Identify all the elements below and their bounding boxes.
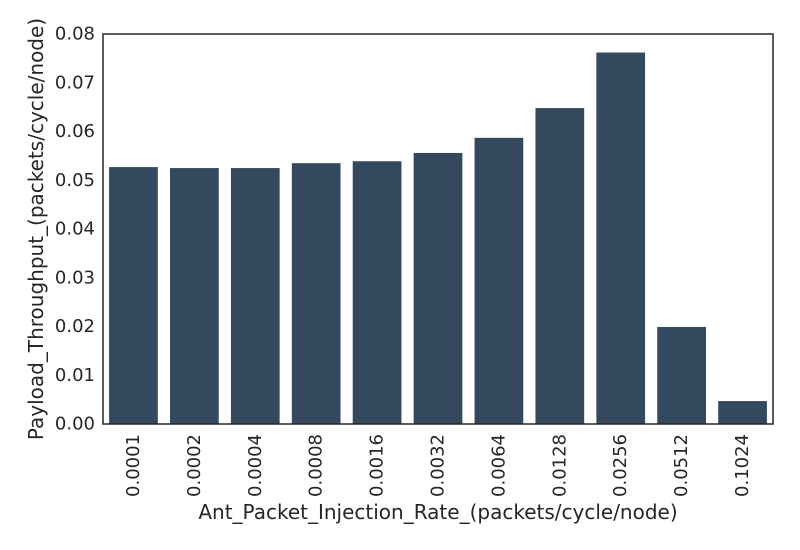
y-tick-label: 0.08 [55,24,95,45]
x-tick-label: 0.0032 [428,434,449,497]
bar-0.0032 [413,152,463,424]
y-tick-label: 0.05 [55,170,95,191]
x-tick-label: 0.0008 [306,434,327,497]
y-axis-ticks: 0.00 0.01 0.02 0.03 0.04 0.05 0.06 0.07 0.08 [55,24,95,435]
x-tick-label: 0.0512 [671,434,692,497]
y-tick-label: 0.03 [55,267,95,288]
x-axis-label: Ant_Packet_Injection_Rate_(packets/cycle… [198,500,677,524]
y-tick-label: 0.06 [55,121,95,142]
x-tick-label: 0.0256 [610,434,631,497]
y-tick-label: 0.04 [55,219,95,240]
y-tick-label: 0.00 [55,414,95,435]
plot-frame [102,33,774,425]
x-tick-label: 0.0004 [245,434,266,497]
y-tick-label: 0.07 [55,72,95,93]
x-tick-label: 0.0016 [367,434,388,497]
y-axis-label: Payload_Throughput_(packets/cycle/node) [24,18,48,440]
bar-0.0008 [291,163,341,424]
bar-0.0002 [170,168,219,424]
x-tick-label: 0.0002 [184,434,205,497]
bar-0.0001 [109,167,158,424]
x-tick-label: 0.0064 [488,434,509,497]
bar-0.0256 [596,52,646,425]
bar-0.0016 [352,161,402,425]
x-axis-ticks: 0.0001 0.0002 0.0004 0.0008 0.0016 0.0032 0.00… [123,434,753,497]
bar-0.1024 [718,401,767,424]
x-tick-label: 0.0128 [549,434,570,497]
y-tick-label: 0.02 [55,316,95,337]
x-tick-label: 0.1024 [732,434,753,497]
y-tick-label: 0.01 [55,365,95,386]
bar-0.0004 [230,168,280,424]
bar-0.0128 [535,108,585,424]
bar-0.0512 [657,326,706,424]
x-tick-label: 0.0001 [123,434,144,497]
bar-0.0064 [474,137,524,424]
bars-group [109,52,767,425]
